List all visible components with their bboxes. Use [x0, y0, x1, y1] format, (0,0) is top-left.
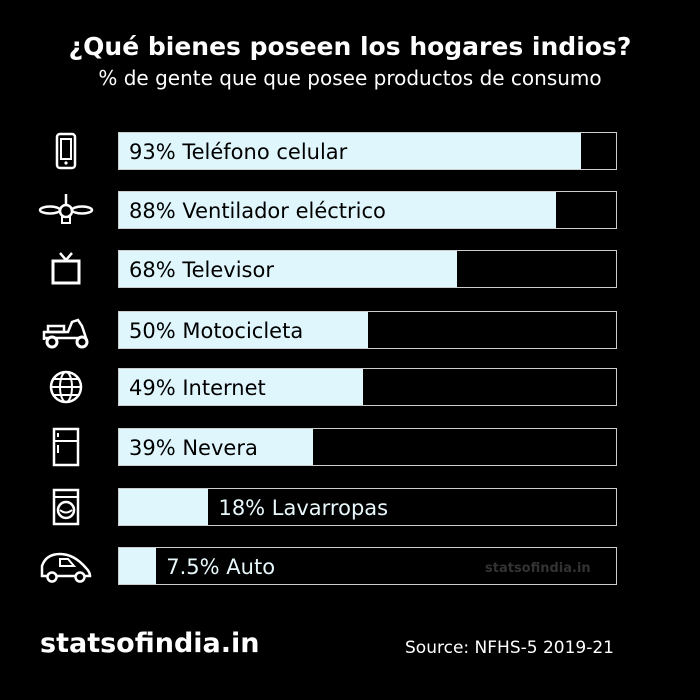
watermark: statsofindia.in: [485, 561, 591, 576]
bar-track: 50% Motocicleta: [118, 311, 617, 349]
bar-label: 18% Lavarropas: [218, 496, 389, 520]
car-icon: [38, 546, 94, 586]
washing-machine-icon: [38, 487, 94, 527]
bar-label: 93% Teléfono celular: [129, 140, 348, 164]
bar-label: 50% Motocicleta: [129, 319, 304, 343]
fridge-icon: [38, 427, 94, 467]
bar-label: 7.5% Auto: [166, 555, 276, 579]
bar: [119, 312, 368, 348]
globe-icon: [38, 367, 94, 407]
bar-track: 93% Teléfono celular: [118, 132, 617, 170]
bar-track: 39% Nevera: [118, 428, 617, 466]
source-note: Source: NFHS-5 2019-21: [405, 638, 614, 658]
bar-track: 7.5% Auto: [118, 547, 617, 585]
mobile-phone-icon: [38, 131, 94, 171]
bar-track: 68% Televisor: [118, 250, 617, 288]
bar-track: 88% Ventilador eléctrico: [118, 191, 617, 229]
brand-logo: statsofindia.in: [40, 628, 260, 659]
bar-track: 49% Internet: [118, 368, 617, 406]
bar: [119, 548, 157, 584]
bar-label: 39% Nevera: [129, 436, 258, 460]
bar: [119, 489, 209, 525]
bar: [119, 192, 557, 228]
bar-label: 88% Ventilador eléctrico: [129, 199, 386, 223]
bar: [119, 133, 582, 169]
television-icon: [38, 249, 94, 289]
chart-title: ¿Qué bienes poseen los hogares indios?: [68, 32, 632, 61]
chart-subtitle: % de gente que que posee productos de co…: [98, 66, 602, 90]
bar: [119, 369, 363, 405]
scooter-icon: [38, 310, 94, 350]
bar-label: 68% Televisor: [129, 258, 274, 282]
bar-label: 49% Internet: [129, 376, 266, 400]
bar-track: 18% Lavarropas: [118, 488, 617, 526]
bar: [119, 429, 313, 465]
bar: [119, 251, 457, 287]
ceiling-fan-icon: [38, 190, 94, 230]
